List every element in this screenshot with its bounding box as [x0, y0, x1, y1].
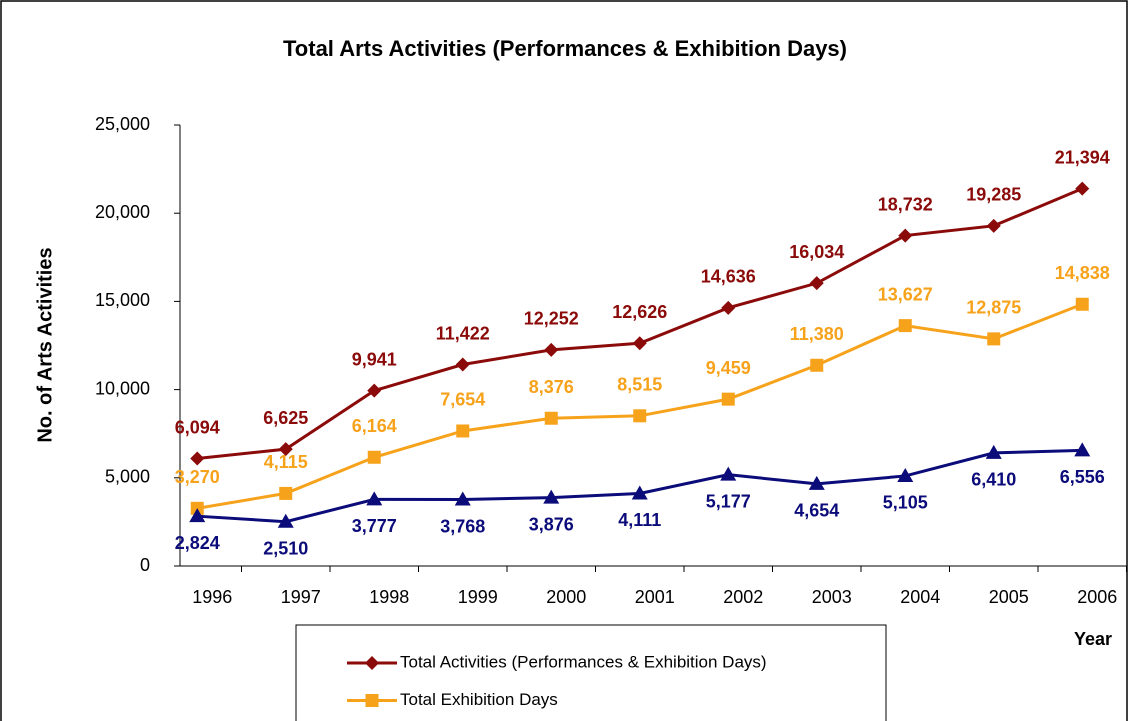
- x-tick-label: 2006: [1077, 587, 1117, 607]
- data-point: [190, 451, 205, 466]
- data-label: 14,636: [701, 267, 756, 287]
- data-label: 11,380: [790, 324, 844, 344]
- data-point: [987, 332, 1001, 346]
- data-label: 3,768: [440, 516, 485, 536]
- data-label: 12,252: [524, 309, 579, 329]
- data-point: [278, 442, 293, 457]
- x-tick-label: 2000: [546, 587, 586, 607]
- x-tick-label: 2004: [900, 587, 940, 607]
- data-point: [897, 467, 914, 482]
- data-label: 6,556: [1060, 467, 1105, 487]
- data-label: 4,115: [264, 452, 308, 472]
- data-label: 16,034: [789, 242, 844, 262]
- x-tick-label: 1998: [369, 587, 409, 607]
- legend-label: Total Activities (Performances & Exhibit…: [400, 652, 767, 671]
- data-label: 6,410: [971, 470, 1016, 490]
- data-label: 4,654: [794, 501, 839, 521]
- data-point: [543, 489, 560, 504]
- data-label: 8,515: [617, 375, 662, 395]
- data-point: [456, 424, 470, 438]
- data-label: 4,111: [618, 510, 661, 530]
- data-label: 9,941: [352, 349, 397, 369]
- y-tick-label: 10,000: [95, 378, 150, 398]
- data-label: 2,824: [175, 533, 220, 553]
- data-point: [808, 475, 825, 490]
- legend-marker: [365, 694, 379, 707]
- data-label: 5,105: [883, 493, 928, 513]
- data-label: 3,876: [529, 514, 574, 534]
- data-point: [455, 357, 470, 372]
- y-axis-label: No. of Arts Activities: [34, 247, 56, 442]
- data-label: 3,777: [352, 516, 397, 536]
- data-label: 13,627: [878, 284, 933, 304]
- data-point: [1075, 181, 1090, 196]
- data-label: 8,376: [529, 377, 574, 397]
- data-label: 3,270: [175, 467, 220, 487]
- data-point: [277, 513, 294, 528]
- x-tick-label: 2001: [635, 587, 675, 607]
- data-label: 2,510: [263, 538, 308, 558]
- data-label: 7,654: [440, 390, 485, 410]
- data-point: [986, 218, 1001, 233]
- x-axis-label: Year: [1074, 629, 1112, 649]
- data-point: [454, 491, 471, 506]
- data-label: 12,626: [612, 302, 667, 322]
- x-tick-label: 2003: [812, 587, 852, 607]
- data-point: [631, 485, 648, 500]
- x-tick-label: 1997: [281, 587, 321, 607]
- data-point: [720, 466, 737, 481]
- data-label: 18,732: [878, 194, 933, 214]
- data-point: [898, 319, 912, 333]
- data-label: 6,164: [352, 416, 397, 436]
- y-tick-label: 0: [140, 555, 150, 575]
- x-tick-label: 1996: [192, 587, 232, 607]
- data-label: 9,459: [706, 358, 751, 378]
- data-point: [721, 392, 735, 406]
- data-point: [632, 336, 647, 351]
- data-point: [367, 450, 381, 464]
- legend-label: Total Exhibition Days: [400, 690, 558, 709]
- data-label: 19,285: [966, 185, 1021, 205]
- data-point: [721, 300, 736, 315]
- data-label: 11,422: [436, 323, 490, 343]
- data-point: [544, 342, 559, 357]
- data-point: [985, 444, 1002, 459]
- data-label: 14,838: [1055, 263, 1110, 283]
- x-tick-label: 2002: [723, 587, 763, 607]
- data-point: [810, 358, 824, 372]
- data-point: [189, 508, 206, 523]
- data-point: [367, 383, 382, 398]
- data-label: 12,875: [966, 298, 1021, 318]
- x-tick-label: 2005: [989, 587, 1029, 607]
- y-tick-label: 15,000: [95, 290, 150, 310]
- data-point: [809, 276, 824, 291]
- y-tick-label: 5,000: [105, 467, 150, 487]
- data-label: 6,625: [263, 408, 308, 428]
- y-tick-label: 25,000: [95, 114, 150, 134]
- data-point: [633, 409, 647, 423]
- data-point: [1075, 297, 1089, 311]
- data-label: 5,177: [706, 491, 751, 511]
- data-point: [544, 411, 558, 425]
- legend-box: [295, 624, 887, 721]
- data-point: [1074, 442, 1091, 457]
- data-point: [898, 228, 913, 243]
- data-label: 21,394: [1055, 147, 1110, 167]
- y-tick-label: 20,000: [95, 202, 150, 222]
- data-label: 6,094: [175, 417, 220, 437]
- x-tick-label: 1999: [458, 587, 498, 607]
- data-point: [279, 486, 293, 500]
- chart-title: Total Arts Activities (Performances & Ex…: [283, 36, 847, 61]
- data-point: [366, 491, 383, 506]
- legend-marker: [365, 656, 379, 670]
